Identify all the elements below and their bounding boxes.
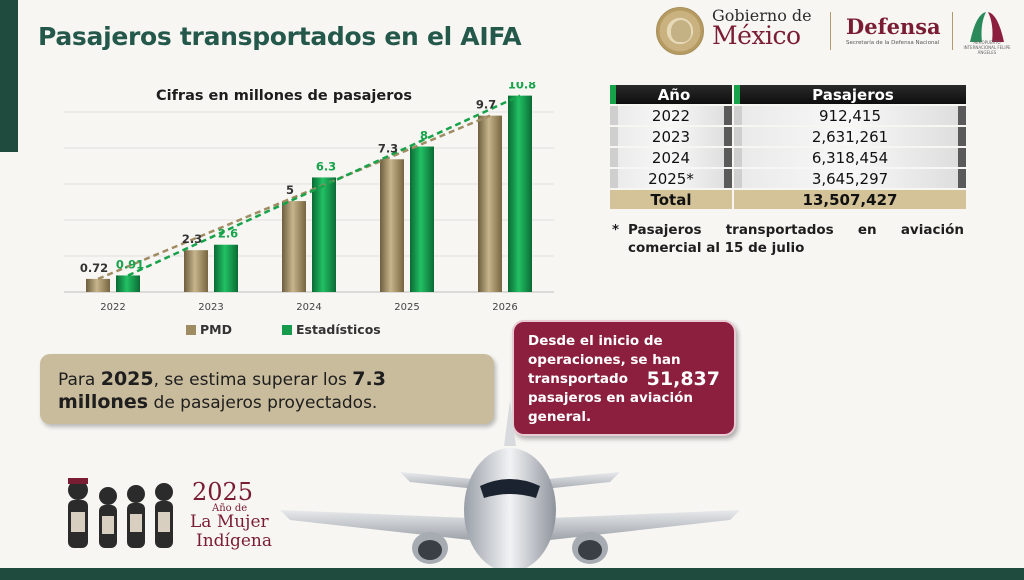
table-header-passengers: Pasajeros: [734, 85, 966, 104]
estimate-amount: 7.3 millones: [58, 368, 386, 413]
bar-estadisticos-2022: [116, 275, 140, 292]
table-footnote: * Pasajeros transportados en aviación co…: [612, 221, 964, 257]
table-header-row: Año Pasajeros: [610, 85, 966, 104]
legend-swatch-pmd: [186, 324, 196, 335]
footnote-star: *: [612, 222, 620, 238]
chart-title: Cifras en millones de pasajeros: [156, 88, 412, 104]
bar-pmd-2022: [86, 278, 110, 292]
general-aviation-callout: Desde el inicio de operaciones, se han t…: [512, 320, 736, 436]
x-tick-label-2025: 2025: [394, 302, 419, 313]
table-cell-value: 3,645,297: [734, 169, 966, 188]
x-tick-label-2026: 2026: [492, 302, 517, 313]
chart-svg: 0.72 0.91 2.3 2.6 5 6.3 7.3 8 9.7 10.8 2022 2023 20…: [64, 82, 554, 313]
data-label-estadisticos-2024: 6.3: [316, 159, 336, 173]
mexico-label: México: [712, 21, 801, 50]
callout-line: transportado 51,837: [528, 370, 720, 389]
data-label-pmd-2022: 0.72: [80, 261, 108, 275]
callout-number: 51,837: [646, 368, 720, 390]
legend-item-pmd: PMD: [186, 322, 232, 337]
table-cell-year: 2022: [610, 106, 732, 125]
bar-pmd-2023: [184, 250, 208, 292]
table-total-row: Total 13,507,427: [610, 190, 966, 209]
table-row: 2022 912,415: [610, 106, 966, 125]
callout-line: operaciones, se han: [528, 351, 720, 370]
logo-line2: Indígena: [196, 531, 273, 551]
callout-text: Desde el inicio de: [528, 333, 663, 349]
national-seal-icon: [656, 7, 704, 55]
table-total-label: Total: [610, 190, 732, 209]
indigenous-women-illustration: [68, 478, 173, 548]
bar-estadisticos-2026: [508, 95, 532, 292]
header-divider: [952, 12, 953, 50]
passengers-table: Año Pasajeros 2022 912,415 2023 2,631,26…: [608, 83, 968, 211]
callout-text: pasajeros en aviación: [528, 390, 693, 406]
header-divider: [830, 12, 831, 50]
footnote-text: Pasajeros transportados en aviación come…: [628, 222, 964, 256]
table-header-year: Año: [610, 85, 732, 104]
defensa-subtitle: Secretaría de la Defensa Nacional: [846, 40, 940, 46]
table-cell-year: 2025*: [610, 169, 732, 188]
table-cell-value: 6,318,454: [734, 148, 966, 167]
chart-legend: PMD Estadísticos: [186, 322, 381, 337]
table-row: 2023 2,631,261: [610, 127, 966, 146]
data-label-estadisticos-2022: 0.91: [116, 257, 144, 271]
bar-pmd-2026: [478, 115, 502, 292]
airport-logo-icon: [970, 12, 1004, 42]
callout-line: Desde el inicio de: [528, 332, 720, 351]
defensa-label: Defensa: [846, 14, 941, 39]
legend-label-pmd: PMD: [200, 322, 232, 337]
callout-line: pasajeros en aviación: [528, 389, 720, 408]
x-tick-label-2024: 2024: [296, 302, 321, 313]
callout-text: operaciones, se han: [528, 352, 681, 368]
table-cell-value: 2,631,261: [734, 127, 966, 146]
bottom-bar: [0, 568, 1024, 580]
callout-text: general.: [528, 409, 592, 425]
legend-item-estadisticos: Estadísticos: [281, 322, 381, 337]
gobierno-label: Gobierno de: [712, 6, 812, 25]
logo-year: 2025: [192, 478, 254, 506]
estimate-suffix: de pasajeros proyectados.: [148, 393, 378, 413]
airport-logo-text: AEROPUERTO INTERNACIONAL FELIPE ÁNGELES: [963, 40, 1011, 55]
page-title: Pasajeros transportados en el AIFA: [38, 22, 522, 51]
trendline-estadisticos: [127, 94, 521, 277]
table-cell-value: 912,415: [734, 106, 966, 125]
data-label-pmd-2025: 7.3: [378, 141, 398, 155]
passengers-chart: Cifras en millones de pasajeros 0.72 0.91…: [36, 82, 556, 352]
data-label-pmd-2024: 5: [286, 183, 294, 197]
table-cell-year: 2024: [610, 148, 732, 167]
table-row: 2025* 3,645,297: [610, 169, 966, 188]
table-row: 2024 6,318,454: [610, 148, 966, 167]
left-accent-bar: [0, 0, 18, 152]
data-label-estadisticos-2026: 10.8: [508, 82, 536, 92]
estimate-prefix: Para: [58, 370, 101, 390]
data-label-pmd-2026: 9.7: [476, 98, 496, 112]
trendline-pmd: [97, 114, 491, 281]
data-label-estadisticos-2025: 8: [420, 129, 428, 143]
x-tick-label-2023: 2023: [198, 302, 223, 313]
logo-line1: La Mujer: [190, 512, 269, 532]
bar-pmd-2025: [380, 159, 404, 292]
bar-estadisticos-2024: [312, 177, 336, 292]
bar-estadisticos-2023: [214, 244, 238, 292]
bar-estadisticos-2025: [410, 146, 434, 292]
estimate-year: 2025: [100, 368, 154, 390]
table-total-value: 13,507,427: [734, 190, 966, 209]
airplane-icon: [280, 400, 740, 570]
legend-swatch-estadisticos: [281, 324, 292, 335]
bar-pmd-2024: [282, 201, 306, 292]
callout-line: general.: [528, 408, 720, 427]
legend-label-estadisticos: Estadísticos: [295, 322, 381, 337]
x-tick-label-2022: 2022: [100, 302, 125, 313]
estimate-callout: Para 2025, se estima superar los 7.3 mil…: [40, 354, 494, 424]
data-label-pmd-2023: 2.3: [182, 232, 202, 246]
logo-subtitle: Año de: [212, 503, 248, 514]
data-label-estadisticos-2023: 2.6: [218, 227, 238, 241]
estimate-middle: , se estima superar los: [153, 370, 353, 390]
table-cell-year: 2023: [610, 127, 732, 146]
callout-text: transportado: [528, 371, 628, 387]
